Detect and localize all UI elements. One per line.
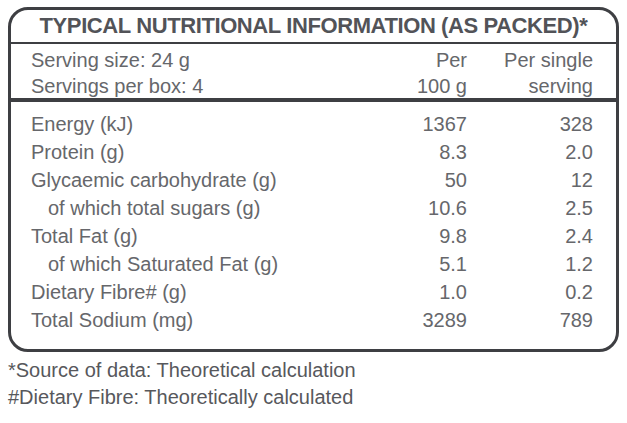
value-per-serving: 2.4: [467, 222, 593, 250]
nutrient-label: Energy (kJ): [31, 110, 357, 138]
value-per-100g: 9.8: [357, 222, 467, 250]
nutrient-label: Total Fat (g): [31, 222, 357, 250]
nutrient-label: of which Saturated Fat (g): [31, 250, 357, 278]
servings-per-box-text: Servings per box: 4: [31, 73, 357, 99]
per-serving-line2: serving: [467, 73, 593, 99]
nutrient-row: Glycaemic carbohydrate (g)5012: [31, 166, 593, 194]
nutrient-row: Protein (g)8.32.0: [31, 138, 593, 166]
nutrient-label: Dietary Fibre# (g): [31, 278, 357, 306]
value-per-serving: 2.0: [467, 138, 593, 166]
value-per-serving: 1.2: [467, 250, 593, 278]
value-per-100g: 3289: [357, 306, 467, 334]
value-per-100g: 1367: [357, 110, 467, 138]
nutrient-label: Protein (g): [31, 138, 357, 166]
value-per-serving: 328: [467, 110, 593, 138]
nutrient-label: Total Sodium (mg): [31, 306, 357, 334]
serving-info: Serving size: 24 g Servings per box: 4: [31, 47, 357, 99]
footnote-dietary-fibre: #Dietary Fibre: Theoretically calculated: [8, 384, 356, 411]
value-per-100g: 10.6: [357, 194, 467, 222]
value-per-100g: 50: [357, 166, 467, 194]
nutrient-row: of which Saturated Fat (g)5.11.2: [31, 250, 593, 278]
value-per-serving: 12: [467, 166, 593, 194]
value-per-serving: 0.2: [467, 278, 593, 306]
column-header-per-100g: Per 100 g: [357, 47, 467, 99]
nutrient-label: Glycaemic carbohydrate (g): [31, 166, 357, 194]
value-per-serving: 2.5: [467, 194, 593, 222]
label-title: TYPICAL NUTRITIONAL INFORMATION (AS PACK…: [11, 10, 616, 44]
value-per-100g: 5.1: [357, 250, 467, 278]
per-100g-line2: 100 g: [357, 73, 467, 99]
footnote-source-of-data: *Source of data: Theoretical calculation: [8, 357, 356, 384]
per-serving-line1: Per single: [467, 47, 593, 73]
nutrient-row: Total Sodium (mg)3289789: [31, 306, 593, 334]
serving-header: Serving size: 24 g Servings per box: 4 P…: [11, 44, 616, 102]
nutrient-label: of which total sugars (g): [31, 194, 357, 222]
nutrient-row: Total Fat (g)9.82.4: [31, 222, 593, 250]
value-per-100g: 8.3: [357, 138, 467, 166]
nutrition-label-page: TYPICAL NUTRITIONAL INFORMATION (AS PACK…: [0, 0, 627, 423]
nutrient-row: of which total sugars (g)10.62.5: [31, 194, 593, 222]
per-100g-line1: Per: [357, 47, 467, 73]
footnotes: *Source of data: Theoretical calculation…: [8, 357, 356, 411]
nutrient-row: Energy (kJ)1367328: [31, 110, 593, 138]
serving-size-text: Serving size: 24 g: [31, 47, 357, 73]
nutrient-row: Dietary Fibre# (g)1.00.2: [31, 278, 593, 306]
nutrient-rows: Energy (kJ)1367328Protein (g)8.32.0Glyca…: [11, 102, 616, 334]
value-per-100g: 1.0: [357, 278, 467, 306]
column-header-per-serving: Per single serving: [467, 47, 593, 99]
value-per-serving: 789: [467, 306, 593, 334]
nutrition-label: TYPICAL NUTRITIONAL INFORMATION (AS PACK…: [8, 7, 619, 352]
